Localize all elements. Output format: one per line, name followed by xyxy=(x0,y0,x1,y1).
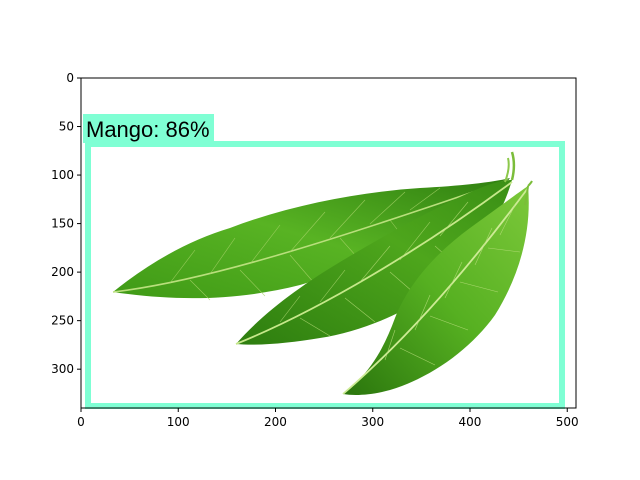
detection-label: Mango: 86% xyxy=(86,117,210,142)
axes-frame xyxy=(80,77,577,409)
x-tick-label: 100 xyxy=(167,415,190,429)
x-tick-label: 300 xyxy=(361,415,384,429)
photo-area xyxy=(81,78,576,408)
x-tick-label: 500 xyxy=(556,415,579,429)
x-tick-label: 0 xyxy=(77,415,85,429)
detection-label-background xyxy=(83,114,214,143)
x-tick-label: 400 xyxy=(459,415,482,429)
x-tick-label: 200 xyxy=(264,415,287,429)
y-axis: 0 50 100 150 200 250 300 xyxy=(51,71,81,376)
y-tick-label: 200 xyxy=(51,265,74,279)
leaf-2 xyxy=(235,180,513,345)
y-tick-label: 300 xyxy=(51,362,74,376)
x-axis: 0 100 200 300 400 500 xyxy=(77,408,579,429)
y-tick-label: 250 xyxy=(51,314,74,328)
y-tick-label: 0 xyxy=(66,71,74,85)
y-tick-label: 150 xyxy=(51,217,74,231)
leaf-1 xyxy=(112,178,510,301)
y-tick-label: 50 xyxy=(59,120,74,134)
y-tick-label: 100 xyxy=(51,168,74,182)
leaf-3 xyxy=(342,151,533,395)
detection-bounding-box xyxy=(85,141,565,409)
